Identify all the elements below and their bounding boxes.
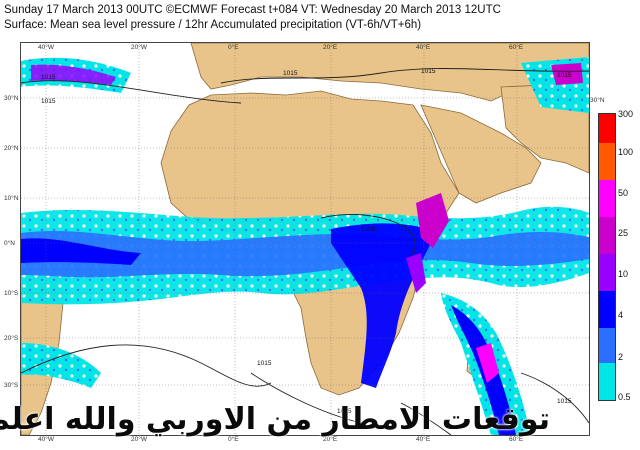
isobar-label: 1015 [41,74,56,81]
legend-swatch [599,143,615,180]
legend-label: 2 [618,352,623,362]
lon-label-top: 60°E [509,44,523,51]
forecast-title-line-2: Surface: Mean sea level pressure / 12hr … [4,19,421,31]
legend-swatch [599,114,615,143]
lat-label-right: 30°N [590,97,605,104]
isobar-label: 1015 [421,68,436,75]
legend-label: 300 [618,109,633,119]
isobar-label: 1015 [557,398,572,405]
legend-swatch [599,217,615,254]
lat-label-left: 20°S [4,335,18,342]
lon-label-bottom: 20°E [323,436,337,443]
lon-label-top: 40°W [38,44,54,51]
legend-label: 4 [618,310,623,320]
isobar-label: 1015 [557,72,572,79]
lon-label-bottom: 40°W [38,436,54,443]
isobar-label: 1015 [283,70,298,77]
isobar-label: 1005 [361,226,376,233]
precipitation-legend [598,113,616,401]
lon-label-top: 0°E [228,44,239,51]
precipitation-map: 1015 1015 1015 1015 1005 1015 1015 1015 … [20,42,590,436]
legend-label: 50 [618,188,628,198]
legend-label: 10 [618,269,628,279]
lat-label-left: 10°N [4,195,19,202]
lat-label-left: 30°S [4,382,18,389]
isobar-label: 1015 [257,360,272,367]
map-graphic: 1015 1015 1015 1015 1005 1015 1015 1015 … [21,43,589,435]
lat-label-left: 0°N [4,240,15,247]
lon-label-top: 40°E [416,44,430,51]
legend-swatch [599,328,615,362]
lon-label-bottom: 60°E [509,436,523,443]
isobar-label: 1015 [41,98,56,105]
lat-label-left: 20°N [4,145,19,152]
legend-label: 0.5 [618,392,631,402]
lon-label-top: 20°W [131,44,147,51]
lat-label-left: 30°N [4,95,19,102]
legend-label: 25 [618,228,628,238]
legend-swatch [599,180,615,217]
lon-label-bottom: 40°E [416,436,430,443]
lon-label-top: 20°E [323,44,337,51]
lat-label-left: 10°S [4,290,18,297]
forecast-title-line-1: Sunday 17 March 2013 00UTC ©ECMWF Foreca… [4,4,501,16]
legend-swatch [599,363,615,400]
lon-label-bottom: 20°W [131,436,147,443]
legend-swatch [599,254,615,291]
legend-swatch [599,291,615,328]
arabic-watermark-text: توقعات الامطار من الاوربي والله اعلم [80,402,550,437]
lon-label-bottom: 0°E [228,436,239,443]
legend-label: 100 [618,147,633,157]
